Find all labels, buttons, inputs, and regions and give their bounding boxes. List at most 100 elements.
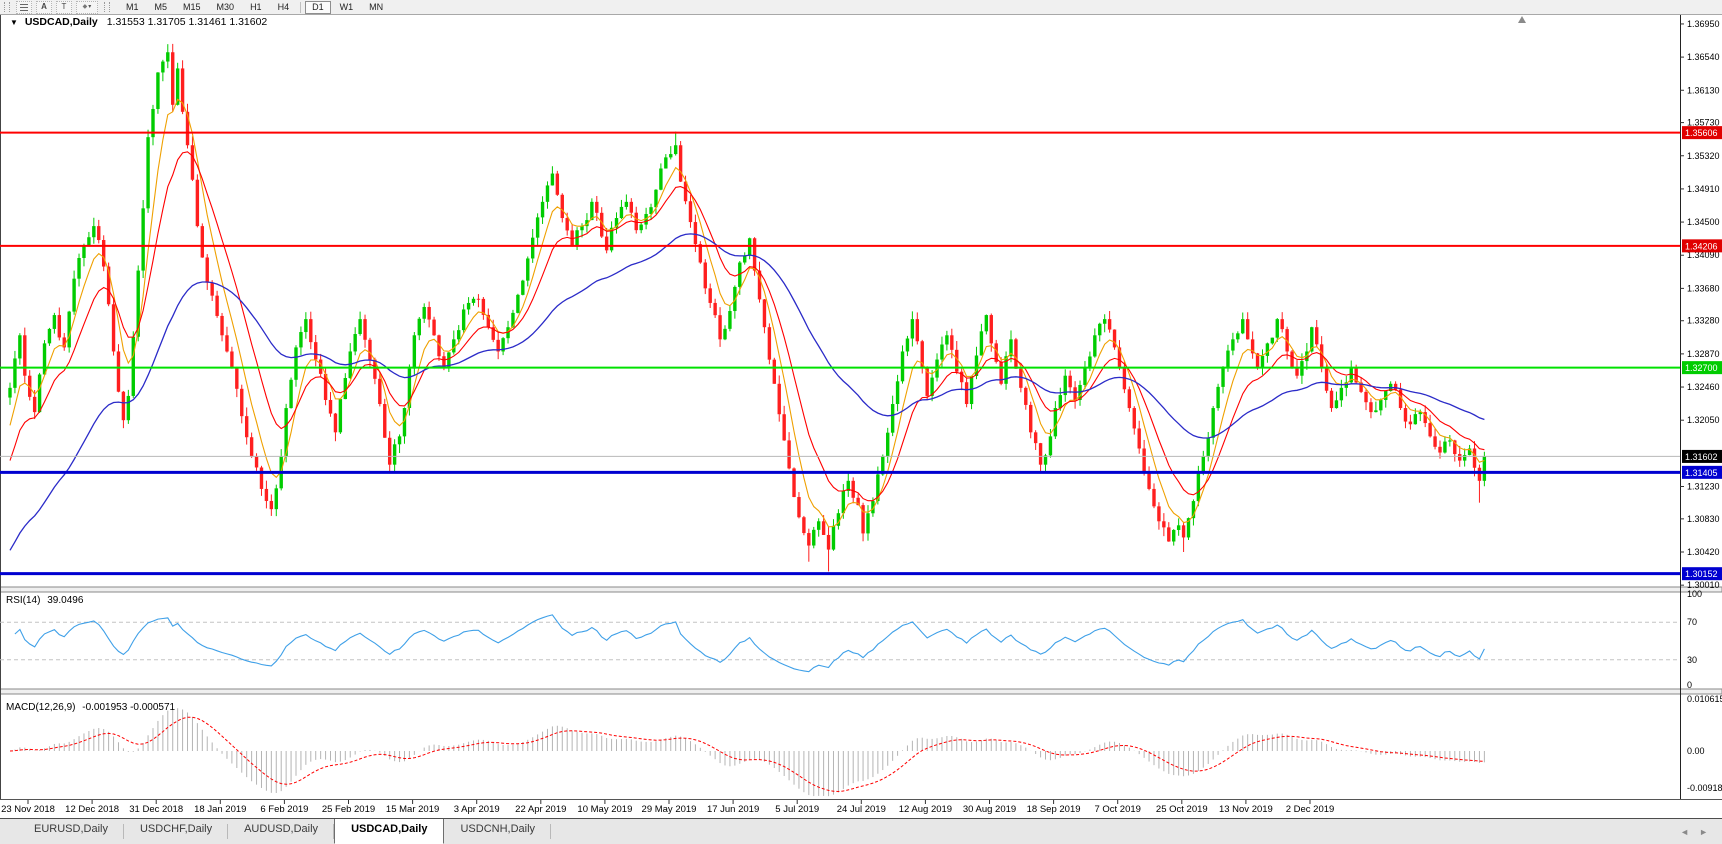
tab-eurusd-daily[interactable]: EURUSD,Daily bbox=[18, 819, 124, 844]
date-label: 3 Apr 2019 bbox=[454, 804, 500, 815]
macd-axis-label: 0.010615 bbox=[1687, 694, 1722, 704]
timeframe-button-m5[interactable]: M5 bbox=[154, 1, 168, 12]
macd-axis-label: -0.00918 bbox=[1687, 783, 1722, 793]
macd-label: MACD(12,26,9) -0.001953 -0.000571 bbox=[6, 702, 176, 713]
y-axis-label: 1.34090 bbox=[1687, 250, 1720, 260]
rsi-axis-label: 30 bbox=[1687, 655, 1697, 665]
y-axis-label: 1.35320 bbox=[1687, 151, 1720, 161]
timeframe-button-m1[interactable]: M1 bbox=[126, 1, 139, 12]
chart-title: ▼ USDCAD,Daily 1.31553 1.31705 1.31461 1… bbox=[10, 16, 267, 28]
price-axis[interactable]: 1.36950 1.36540 1.36130 1.35730 1.35320 1.349… bbox=[1680, 19, 1722, 793]
y-axis-label: 1.35730 bbox=[1687, 118, 1720, 128]
tab-usdchf-daily[interactable]: USDCHF,Daily bbox=[124, 819, 229, 844]
y-axis-label: 1.36950 bbox=[1687, 19, 1720, 29]
toolbar-grip-2[interactable] bbox=[104, 2, 110, 12]
timeframe-button-h1[interactable]: H1 bbox=[250, 1, 262, 12]
y-axis-label: 1.34910 bbox=[1687, 184, 1720, 194]
fibonacci-tool-icon[interactable] bbox=[16, 0, 32, 14]
symbol-tabs: EURUSD,Daily USDCHF,Daily AUDUSD,Daily USDC… bbox=[0, 819, 551, 844]
date-label: 12 Aug 2019 bbox=[899, 804, 952, 815]
y-axis-label: 1.30010 bbox=[1687, 580, 1720, 590]
symbol-tabbar: EURUSD,Daily USDCHF,Daily AUDUSD,Daily USDC… bbox=[0, 818, 1722, 844]
rsi-axis-label: 70 bbox=[1687, 617, 1697, 627]
text-tool-icon[interactable]: T bbox=[56, 0, 72, 14]
rsi-label: RSI(14) 39.0496 bbox=[6, 595, 84, 606]
price-badge-1.35606: 1.35606 bbox=[1682, 126, 1722, 140]
rsi-axis-label: 100 bbox=[1687, 589, 1702, 599]
date-label: 12 Dec 2018 bbox=[65, 804, 119, 815]
tab-usdcnh-daily[interactable]: USDCNH,Daily bbox=[444, 819, 551, 844]
date-label: 7 Oct 2019 bbox=[1094, 804, 1140, 815]
y-axis-label: 1.30420 bbox=[1687, 547, 1720, 557]
ohlc-values: 1.31553 1.31705 1.31461 1.31602 bbox=[107, 16, 268, 28]
y-axis-label: 1.32870 bbox=[1687, 349, 1720, 359]
macd-panel bbox=[9, 708, 1485, 797]
date-label: 10 May 2019 bbox=[577, 804, 632, 815]
date-label: 13 Nov 2019 bbox=[1219, 804, 1273, 815]
y-axis-label: 1.31230 bbox=[1687, 482, 1720, 492]
tabs-scroll-left-button[interactable]: ◄ bbox=[1680, 826, 1690, 837]
rsi-value: 39.0496 bbox=[47, 595, 84, 606]
svg-text:1.30152: 1.30152 bbox=[1685, 569, 1718, 579]
svg-text:1.32700: 1.32700 bbox=[1685, 363, 1718, 373]
y-axis-label: 1.33680 bbox=[1687, 283, 1720, 293]
date-label: 31 Dec 2018 bbox=[129, 804, 183, 815]
timeframe-button-m30[interactable]: M30 bbox=[216, 1, 235, 12]
date-label: 5 Jul 2019 bbox=[775, 804, 819, 815]
chart-shift-marker[interactable] bbox=[1518, 16, 1526, 23]
chevron-down-icon: ▾ bbox=[88, 4, 92, 10]
timeframe-button-w1[interactable]: W1 bbox=[339, 1, 354, 12]
ma-slow-line bbox=[9, 233, 1485, 551]
toolbar-grip[interactable] bbox=[4, 2, 10, 12]
date-label: 30 Aug 2019 bbox=[963, 804, 1016, 815]
svg-text:1.34206: 1.34206 bbox=[1685, 241, 1718, 251]
date-label: 2 Dec 2019 bbox=[1286, 804, 1335, 815]
svg-text:1.31602: 1.31602 bbox=[1685, 452, 1718, 462]
candlestick-series bbox=[8, 43, 1487, 572]
timeframe-button-h4[interactable]: H4 bbox=[277, 1, 290, 12]
svg-text:1.31405: 1.31405 bbox=[1685, 468, 1718, 478]
date-label: 18 Sep 2019 bbox=[1027, 804, 1081, 815]
tabs-scroll-right-button[interactable]: ► bbox=[1699, 826, 1708, 837]
text-label-glyph: A bbox=[41, 2, 47, 11]
macd-axis-label: 0.00 bbox=[1687, 746, 1705, 756]
toolbar: A T ◆ ▾ M1 M5 M15 M30 H1 H4 D1 W1 MN bbox=[0, 0, 1722, 15]
text-glyph: T bbox=[61, 2, 67, 11]
tab-audusd-daily[interactable]: AUDUSD,Daily bbox=[228, 819, 335, 844]
macd-name: MACD(12,26,9) bbox=[6, 702, 75, 713]
date-label: 22 Apr 2019 bbox=[515, 804, 566, 815]
price-badge-1.32700: 1.32700 bbox=[1682, 361, 1722, 375]
shapes-glyph: ◆ bbox=[82, 4, 88, 10]
timeframe-button-m15[interactable]: M15 bbox=[183, 1, 201, 12]
y-axis-label: 1.32050 bbox=[1687, 415, 1720, 425]
price-badge-1.30152: 1.30152 bbox=[1682, 567, 1722, 581]
y-axis-label: 1.36540 bbox=[1687, 52, 1720, 62]
ma-fast-line bbox=[9, 98, 1485, 528]
macd-values: -0.001953 -0.000571 bbox=[82, 702, 175, 713]
date-label: 15 Mar 2019 bbox=[386, 804, 439, 815]
timeframe-button-mn[interactable]: MN bbox=[369, 1, 384, 12]
date-label: 25 Feb 2019 bbox=[322, 804, 375, 815]
y-axis-label: 1.36130 bbox=[1687, 85, 1720, 95]
date-label: 29 May 2019 bbox=[642, 804, 697, 815]
rsi-name: RSI(14) bbox=[6, 595, 40, 606]
rsi-axis-label: 0 bbox=[1687, 680, 1692, 690]
y-axis-label: 1.30830 bbox=[1687, 514, 1720, 524]
price-badge-1.34206: 1.34206 bbox=[1682, 239, 1722, 253]
date-label: 25 Oct 2019 bbox=[1156, 804, 1208, 815]
tab-scroll-arrows: ◄ ► bbox=[1680, 819, 1722, 844]
collapse-triangle-icon[interactable]: ▼ bbox=[10, 18, 18, 27]
date-label: 18 Jan 2019 bbox=[194, 804, 246, 815]
date-label: 17 Jun 2019 bbox=[707, 804, 759, 815]
shapes-tool-icon[interactable]: ◆ ▾ bbox=[76, 0, 98, 14]
text-label-tool-icon[interactable]: A bbox=[36, 0, 52, 14]
y-axis-label: 1.33280 bbox=[1687, 316, 1720, 326]
date-axis[interactable]: 23 Nov 2018 12 Dec 2018 31 Dec 2018 18 Jan … bbox=[1, 800, 1334, 815]
tab-usdcad-daily[interactable]: USDCAD,Daily bbox=[334, 819, 445, 844]
timeframe-button-d1[interactable]: D1 bbox=[305, 0, 331, 14]
macd-signal-line bbox=[9, 716, 1485, 793]
ma-mid-line bbox=[9, 151, 1485, 502]
symbol-label: USDCAD,Daily bbox=[25, 16, 98, 28]
y-axis-label: 1.32460 bbox=[1687, 382, 1720, 392]
